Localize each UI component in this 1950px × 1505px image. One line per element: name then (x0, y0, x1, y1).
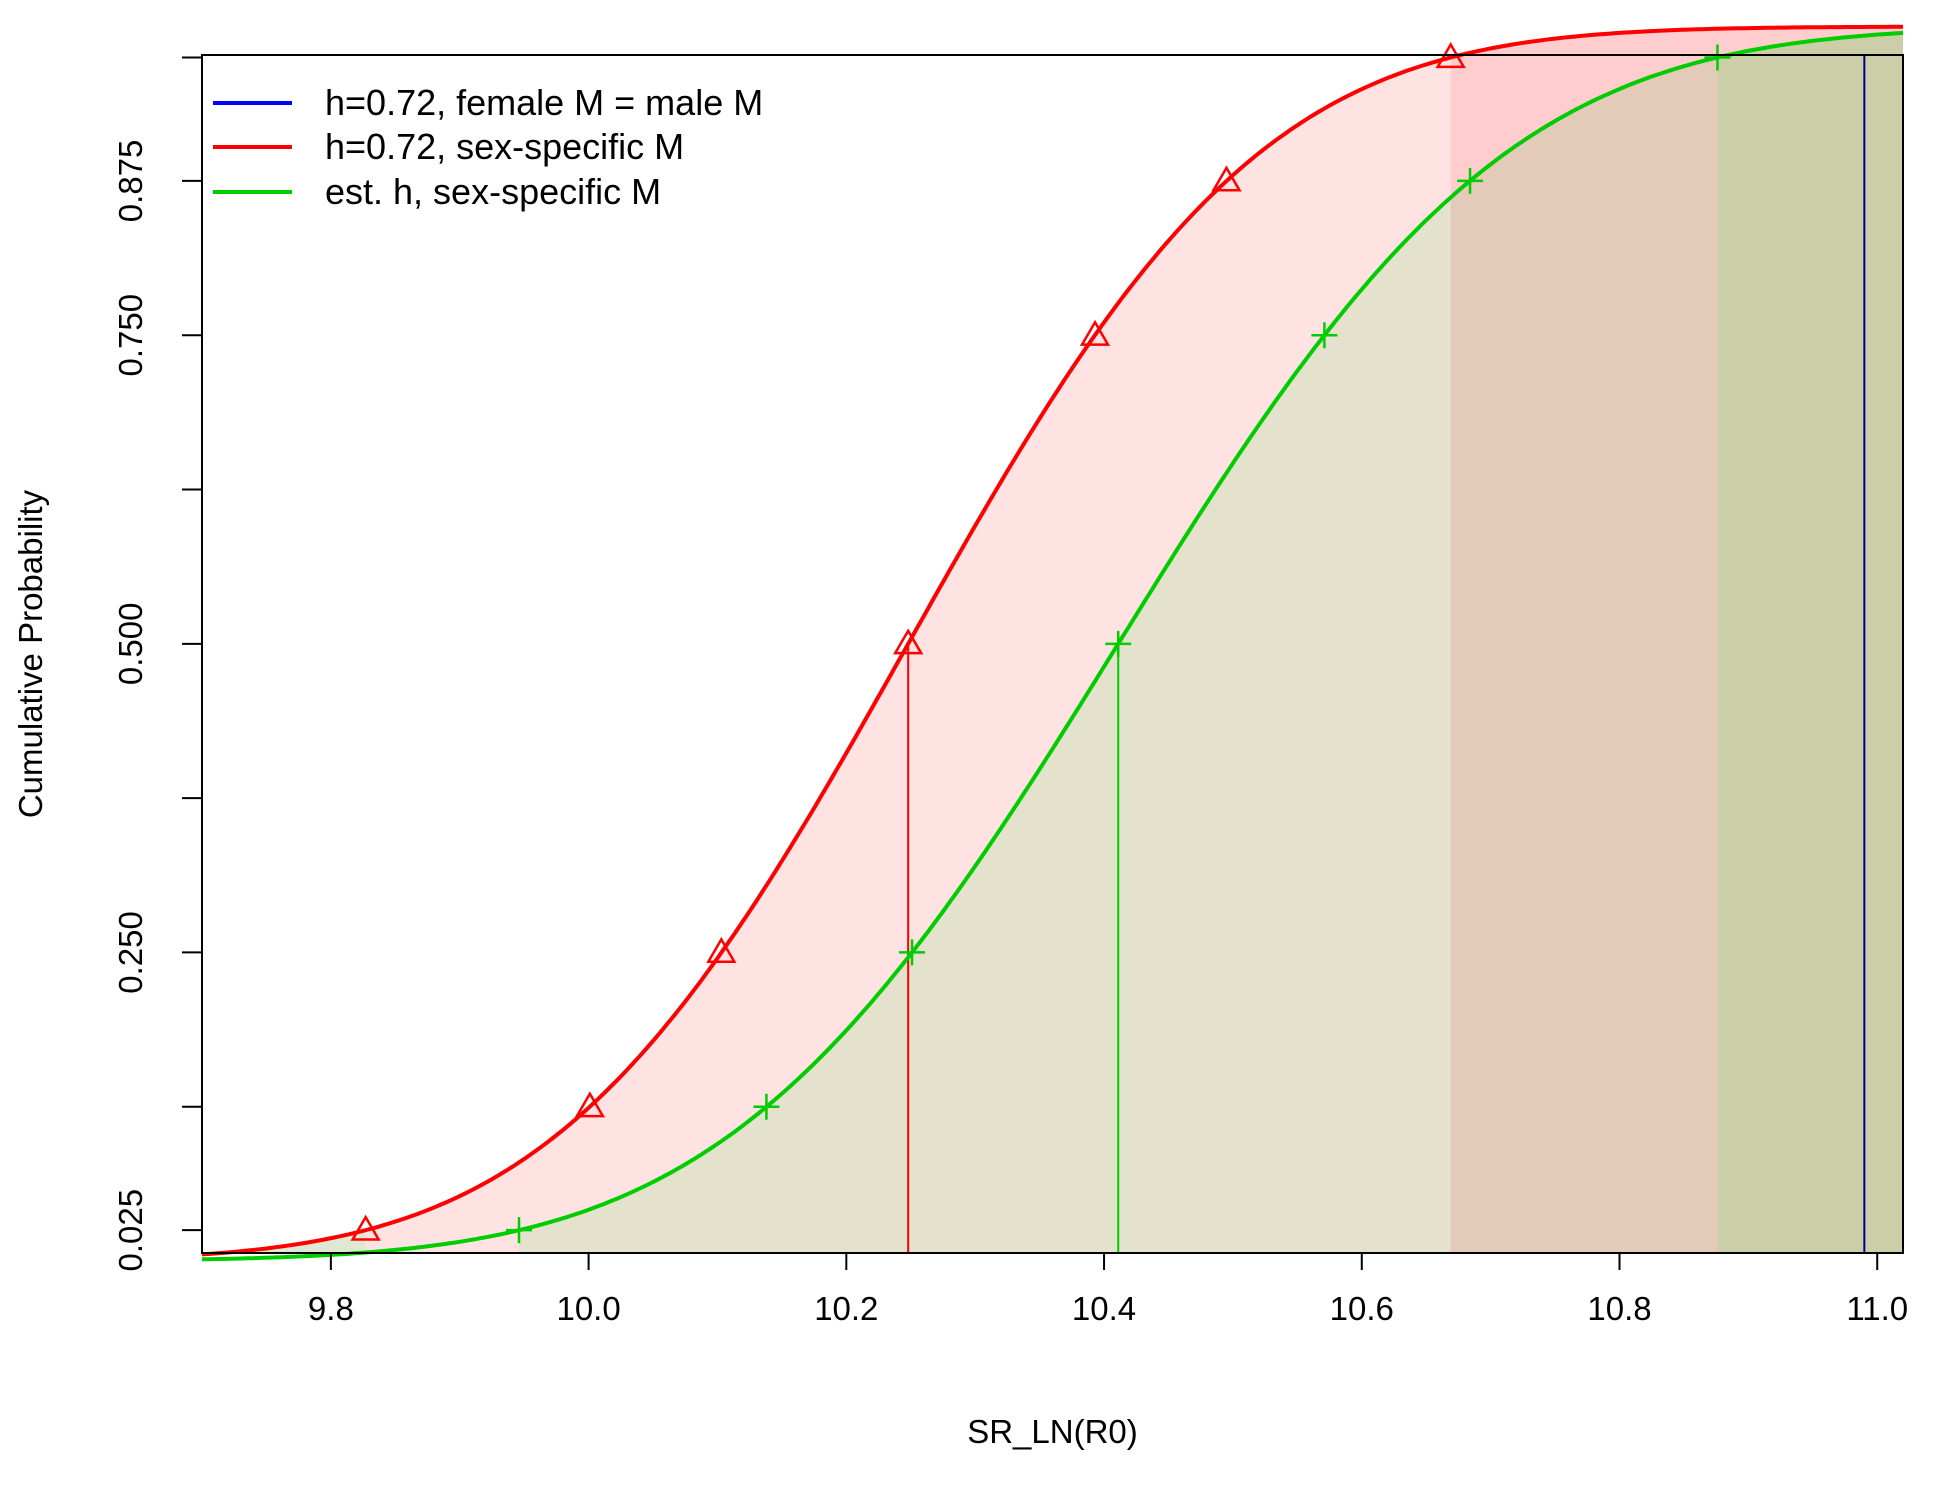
y-axis-label: Cumulative Probability (12, 489, 49, 818)
x-axis: 9.8 10.0 10.2 10.4 10.6 10.8 11.0 (308, 1252, 1908, 1327)
legend-entry-label: h=0.72, female M = male M (325, 82, 763, 123)
x-tick-label: 9.8 (308, 1290, 354, 1327)
green-plus-marker (753, 1093, 780, 1120)
y-tick-label: 0.875 (112, 140, 149, 223)
x-tick-label: 10.0 (556, 1290, 620, 1327)
red-triangle-marker (1211, 165, 1242, 192)
green-cdf-curve (201, 30, 1904, 1262)
red-triangle-marker (893, 628, 924, 655)
x-tick-label: 10.8 (1587, 1290, 1651, 1327)
legend: h=0.72, female M = male Mh=0.72, sex-spe… (213, 82, 763, 212)
overlap-interval-shade (1450, 57, 1718, 1253)
green-plus-marker (506, 1217, 533, 1244)
green-plus-marker (1311, 322, 1338, 349)
red-triangle-marker (706, 936, 737, 964)
y-tick-label: 0.750 (112, 294, 149, 377)
legend-entry-label: h=0.72, sex-specific M (325, 126, 684, 167)
green-upper-tail-shade (1717, 32, 1903, 1253)
y-tick-label: 0.500 (112, 603, 149, 686)
x-tick-label: 10.4 (1072, 1290, 1136, 1327)
legend-entry-label: est. h, sex-specific M (325, 171, 661, 212)
quantile-markers (350, 41, 1731, 1244)
green-plus-marker (1105, 630, 1132, 657)
cdf-curves (201, 24, 1904, 1262)
y-tick-label: 0.025 (112, 1189, 149, 1272)
green-plus-marker (899, 939, 926, 966)
green-interval-shade (519, 197, 1451, 1253)
red-cdf-curve (201, 24, 1903, 1257)
green-plus-marker (1457, 167, 1484, 194)
red-triangle-marker (1079, 319, 1111, 346)
red-triangle-marker (350, 1214, 381, 1241)
y-tick-label: 0.250 (112, 911, 149, 994)
y-axis: 0.025 0.250 0.500 0.750 0.875 (112, 56, 203, 1272)
red-lower-tail-shade (202, 1230, 366, 1255)
red-triangle-marker (574, 1091, 606, 1118)
green-plus-marker (1704, 44, 1731, 71)
median-lines (907, 55, 1866, 1253)
x-tick-label: 10.2 (814, 1290, 878, 1327)
x-axis-label: SR_LN(R0) (967, 1413, 1138, 1450)
x-tick-label: 11.0 (1846, 1290, 1908, 1327)
x-tick-label: 10.6 (1330, 1290, 1394, 1327)
